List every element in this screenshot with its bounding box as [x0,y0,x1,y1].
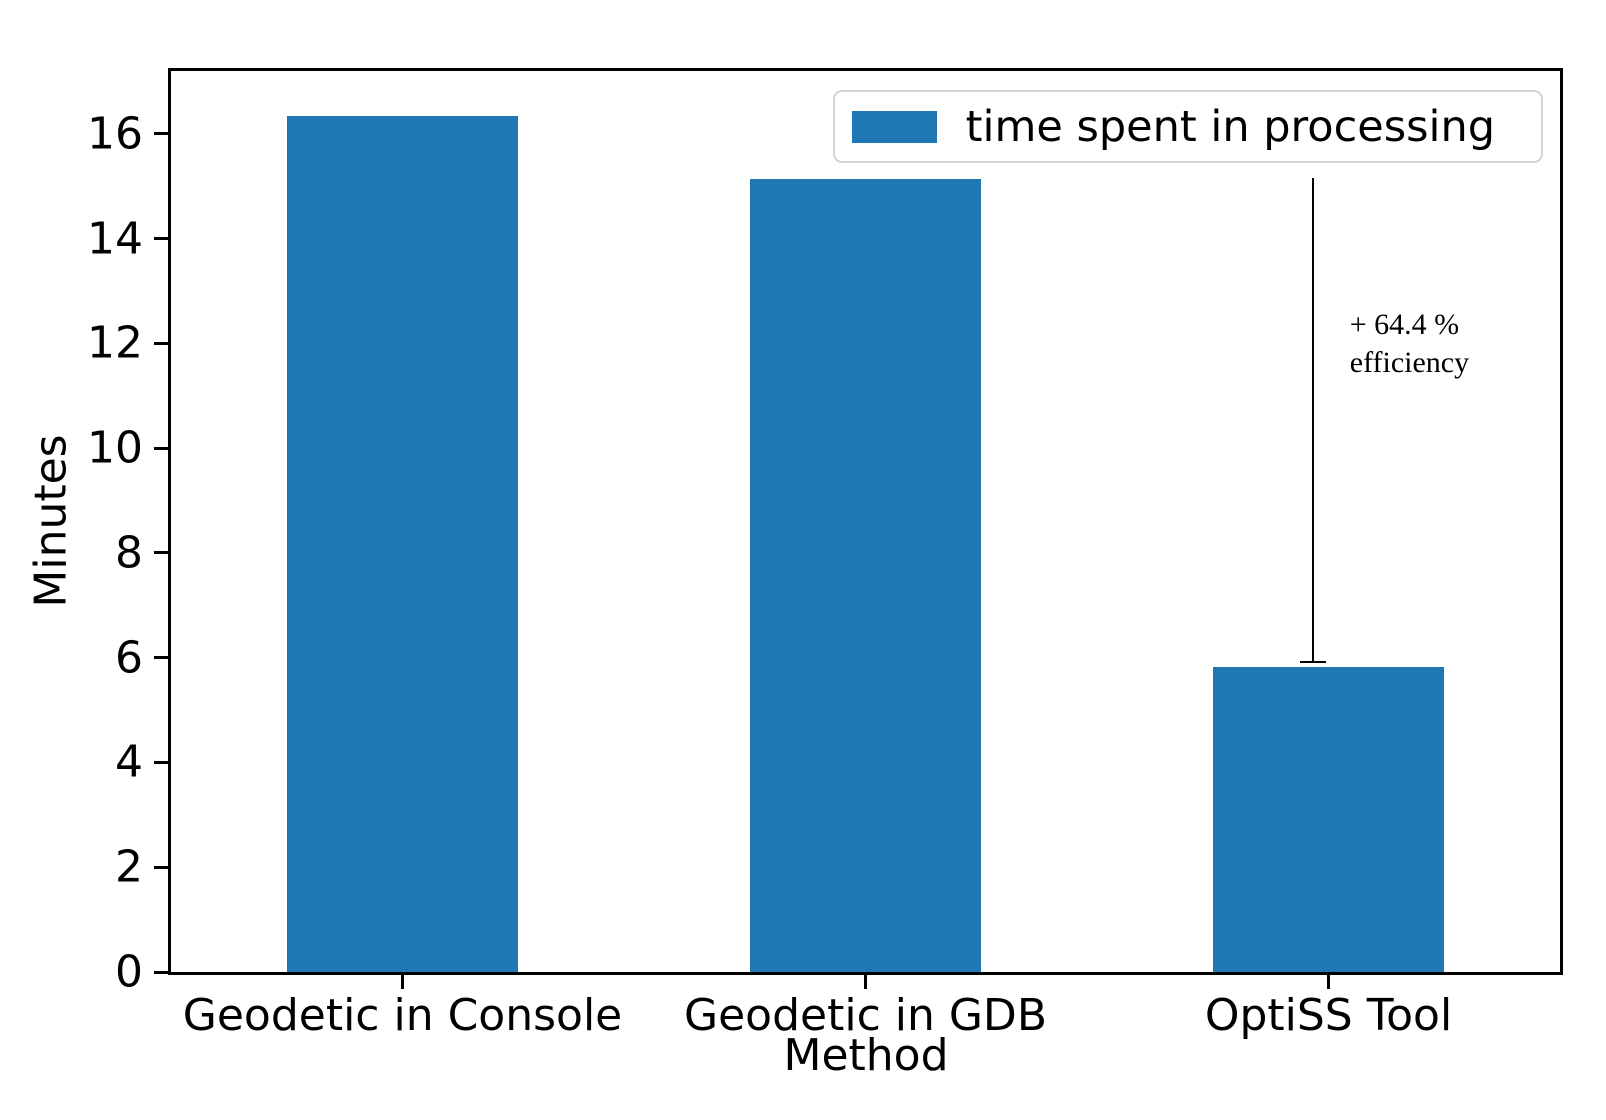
x-axis-title: Method [783,1030,949,1081]
y-tick [154,970,168,974]
y-tick [154,446,168,450]
y-tick-label: 12 [87,317,143,369]
y-tick-label: 2 [115,841,143,893]
y-tick-label: 10 [87,422,143,474]
y-tick [154,341,168,345]
y-tick-label: 4 [115,736,143,788]
y-tick-label: 8 [115,527,143,579]
x-tick [1327,975,1330,989]
x-tick [401,975,404,989]
y-tick [154,132,168,136]
y-tick-label: 16 [87,108,143,160]
legend-label: time spent in processing [965,101,1495,152]
y-tick [154,551,168,555]
y-tick [154,656,168,660]
legend-swatch-icon [851,110,937,143]
efficiency-annotation: + 64.4 % efficiency [1350,306,1469,382]
y-tick [154,865,168,869]
x-tick [864,975,867,989]
y-tick [154,237,168,241]
y-axis-title: Minutes [25,434,77,608]
annotation-line-1: + 64.4 % [1349,308,1460,342]
x-tick-label: Geodetic in Console [182,990,623,1041]
y-tick-label: 6 [115,632,143,684]
y-tick-label: 0 [115,946,143,998]
annotation-line-2: efficiency [1349,346,1470,380]
x-tick-label: OptiSS Tool [1204,990,1453,1041]
y-tick [154,760,168,764]
y-tick-label: 14 [87,213,143,265]
legend: time spent in processing [832,90,1543,163]
plot-area: time spent in processing [168,68,1563,975]
